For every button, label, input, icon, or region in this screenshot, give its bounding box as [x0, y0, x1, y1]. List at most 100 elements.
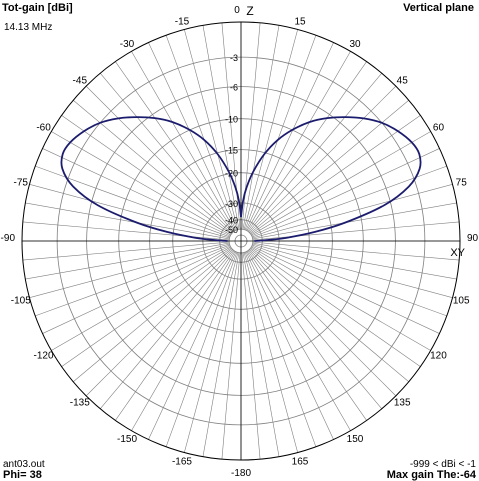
radial-tick-label: -40	[225, 216, 238, 226]
radial-gridline	[250, 247, 421, 367]
radial-gridline	[241, 22, 261, 230]
angle-tick-label: 60	[433, 123, 445, 134]
radial-gridline	[248, 249, 383, 409]
angle-tick-label: 30	[349, 39, 361, 50]
radial-gridline	[148, 42, 237, 231]
radial-gridline	[248, 73, 383, 233]
radial-gridline	[148, 251, 237, 440]
radial-gridline	[131, 251, 236, 431]
radial-gridline	[115, 250, 235, 421]
angle-tick-label: -90	[1, 233, 16, 244]
radial-tick-label: -15	[225, 146, 238, 156]
radial-gridline	[252, 221, 460, 241]
phi-label: Phi= 38	[3, 469, 42, 481]
angle-tick-label: -120	[34, 351, 54, 362]
angle-tick-label: -75	[14, 177, 29, 188]
radial-tick-label: -30	[225, 199, 238, 209]
angle-tick-label: -15	[175, 16, 190, 27]
angle-tick-label: 150	[347, 434, 364, 445]
radial-gridline	[115, 61, 235, 232]
frequency-label: 14.13 MHz	[4, 22, 53, 33]
radial-gridline	[42, 245, 231, 334]
radial-gridline	[184, 29, 239, 230]
radial-gridline	[73, 99, 233, 234]
radial-gridline	[245, 251, 334, 440]
radial-gridline	[243, 252, 298, 453]
xy-axis-label: XY	[450, 247, 465, 259]
angle-tick-label: -45	[73, 75, 88, 86]
radial-gridline	[35, 165, 230, 238]
radial-gridline	[243, 29, 298, 230]
radial-gridline	[251, 245, 440, 334]
angle-tick-label: -135	[70, 398, 90, 409]
radial-gridline	[249, 99, 409, 234]
radial-gridline	[249, 85, 397, 233]
radial-gridline	[99, 73, 234, 233]
radial-gridline	[247, 250, 367, 421]
radial-gridline	[244, 252, 317, 447]
radial-gridline	[252, 244, 447, 317]
radial-gridline	[22, 241, 230, 261]
radial-gridline	[165, 252, 238, 447]
angle-tick-label: 120	[430, 351, 447, 362]
angle-tick-label: 15	[294, 16, 306, 27]
radial-tick-label: -3	[230, 53, 238, 63]
radial-tick-label: -6	[230, 83, 238, 93]
radial-gridline	[252, 242, 457, 280]
radial-gridline	[85, 85, 233, 233]
radial-gridline	[29, 184, 230, 239]
radial-gridline	[22, 221, 230, 241]
radial-gridline	[131, 51, 236, 231]
radial-gridline	[249, 249, 397, 397]
radial-gridline	[252, 243, 453, 298]
radial-gridline	[202, 252, 240, 457]
max-gain-label: Max gain The:-64	[386, 469, 476, 481]
radial-gridline	[61, 247, 232, 367]
radial-gridline	[246, 251, 351, 431]
radial-gridline	[85, 249, 233, 397]
radial-gridline	[251, 148, 440, 237]
angle-tick-label: 105	[453, 296, 470, 307]
angle-tick-label: -30	[120, 39, 135, 50]
radial-gridline	[251, 131, 431, 236]
radial-gridline	[73, 248, 233, 383]
radial-gridline	[252, 241, 460, 261]
radial-gridline	[51, 246, 231, 351]
radial-tick-label: -50	[225, 225, 238, 235]
radial-gridline	[184, 252, 239, 453]
radial-gridline	[202, 25, 240, 230]
radial-gridline	[246, 51, 351, 231]
radial-gridline	[99, 249, 234, 409]
radial-gridline	[42, 148, 231, 237]
radial-gridline	[250, 115, 421, 235]
angle-tick-label: 90	[467, 233, 479, 244]
radial-gridline	[252, 184, 453, 239]
dbi-range-label: -999 < dBi < -1	[409, 459, 476, 470]
angle-tick-label: -165	[172, 457, 192, 468]
angle-tick-label: 0	[234, 5, 240, 16]
angle-tick-label: -180	[231, 468, 251, 479]
angle-tick-label: -60	[36, 123, 51, 134]
radial-gridline	[25, 202, 230, 240]
radial-gridline	[252, 202, 457, 240]
radial-gridline	[247, 61, 367, 232]
angle-tick-label: 135	[394, 398, 411, 409]
radial-gridline	[165, 35, 238, 230]
radial-gridline	[245, 42, 334, 231]
radial-gridline	[35, 244, 230, 317]
angle-tick-label: 75	[456, 177, 468, 188]
radial-tick-label: -10	[225, 115, 238, 125]
radial-gridline	[251, 246, 431, 351]
radial-gridline	[242, 252, 280, 457]
radial-gridline	[51, 131, 231, 236]
radiation-pattern-lobe	[240, 116, 422, 242]
radial-tick-label: -20	[225, 169, 238, 179]
radial-gridline	[241, 252, 261, 460]
angle-tick-label: 45	[397, 75, 409, 86]
z-axis-label: Z	[246, 4, 253, 18]
quantity-label: Tot-gain [dBi]	[2, 2, 73, 14]
radial-gridline	[249, 248, 409, 383]
radial-gridline	[29, 243, 230, 298]
radial-gridline	[221, 252, 241, 460]
